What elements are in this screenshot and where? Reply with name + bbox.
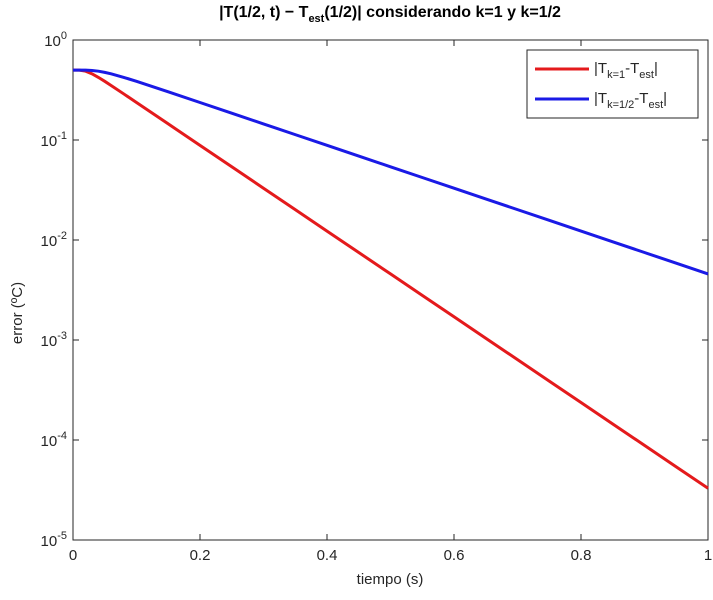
y-tick-label-part: 10 xyxy=(41,433,58,450)
legend-label-part: | xyxy=(663,90,667,107)
y-tick-label-part: -4 xyxy=(57,430,67,442)
y-tick-label: 10-2 xyxy=(41,230,67,250)
x-tick-label: 0.2 xyxy=(190,547,211,564)
y-tick-label: 100 xyxy=(44,30,67,50)
legend-label-part: est xyxy=(648,99,663,111)
x-tick-label: 0 xyxy=(69,547,77,564)
legend-label-part: |T xyxy=(594,90,607,107)
y-axis-label: error (ºC) xyxy=(9,282,26,344)
data-line xyxy=(72,68,709,490)
legend-box xyxy=(526,49,699,119)
y-tick-label-part: 10 xyxy=(41,233,58,250)
y-tick-label-part: -2 xyxy=(57,230,67,242)
y-tick-label: 10-1 xyxy=(41,130,67,150)
y-tick-label-part: 10 xyxy=(41,333,58,350)
plot-frame xyxy=(72,39,709,541)
chart-title-part: est xyxy=(308,13,324,25)
chart-title-part: (1/2)| considerando k=1 y k=1/2 xyxy=(324,4,561,21)
x-tick-label: 0.8 xyxy=(571,547,592,564)
x-axis-label: tiempo (s) xyxy=(357,571,424,588)
y-tick-label: 10-5 xyxy=(41,530,67,550)
x-tick-label: 0.4 xyxy=(317,547,338,564)
legend-label-part: -T xyxy=(634,90,648,107)
legend-label-part: -T xyxy=(625,60,639,77)
y-tick-label-part: 10 xyxy=(41,133,58,150)
data-line xyxy=(73,68,709,276)
y-tick-label-part: 10 xyxy=(44,33,61,50)
x-tick-label: 1 xyxy=(704,547,712,564)
y-tick-label: 10-4 xyxy=(41,430,67,450)
legend-label: |Tk=1/2-Test| xyxy=(594,90,667,111)
chart-title-part: |T(1/2, t) − T xyxy=(219,4,309,21)
legend-label: |Tk=1-Test| xyxy=(594,60,658,81)
x-tick-label: 0.6 xyxy=(444,547,465,564)
legend-label-part: est xyxy=(639,69,654,81)
y-tick-label-part: 0 xyxy=(61,30,67,42)
legend-label-part: k=1 xyxy=(607,69,625,81)
legend-label-part: k=1/2 xyxy=(607,99,634,111)
legend-label-part: | xyxy=(654,60,658,77)
y-tick-label-part: -3 xyxy=(57,330,67,342)
y-tick-label-part: 10 xyxy=(41,533,58,550)
y-tick-label-part: -1 xyxy=(57,130,67,142)
legend-label-part: |T xyxy=(594,60,607,77)
y-tick-label-part: -5 xyxy=(57,530,67,542)
chart-title: |T(1/2, t) − Test(1/2)| considerando k=1… xyxy=(219,4,561,25)
y-tick-label: 10-3 xyxy=(41,330,67,350)
